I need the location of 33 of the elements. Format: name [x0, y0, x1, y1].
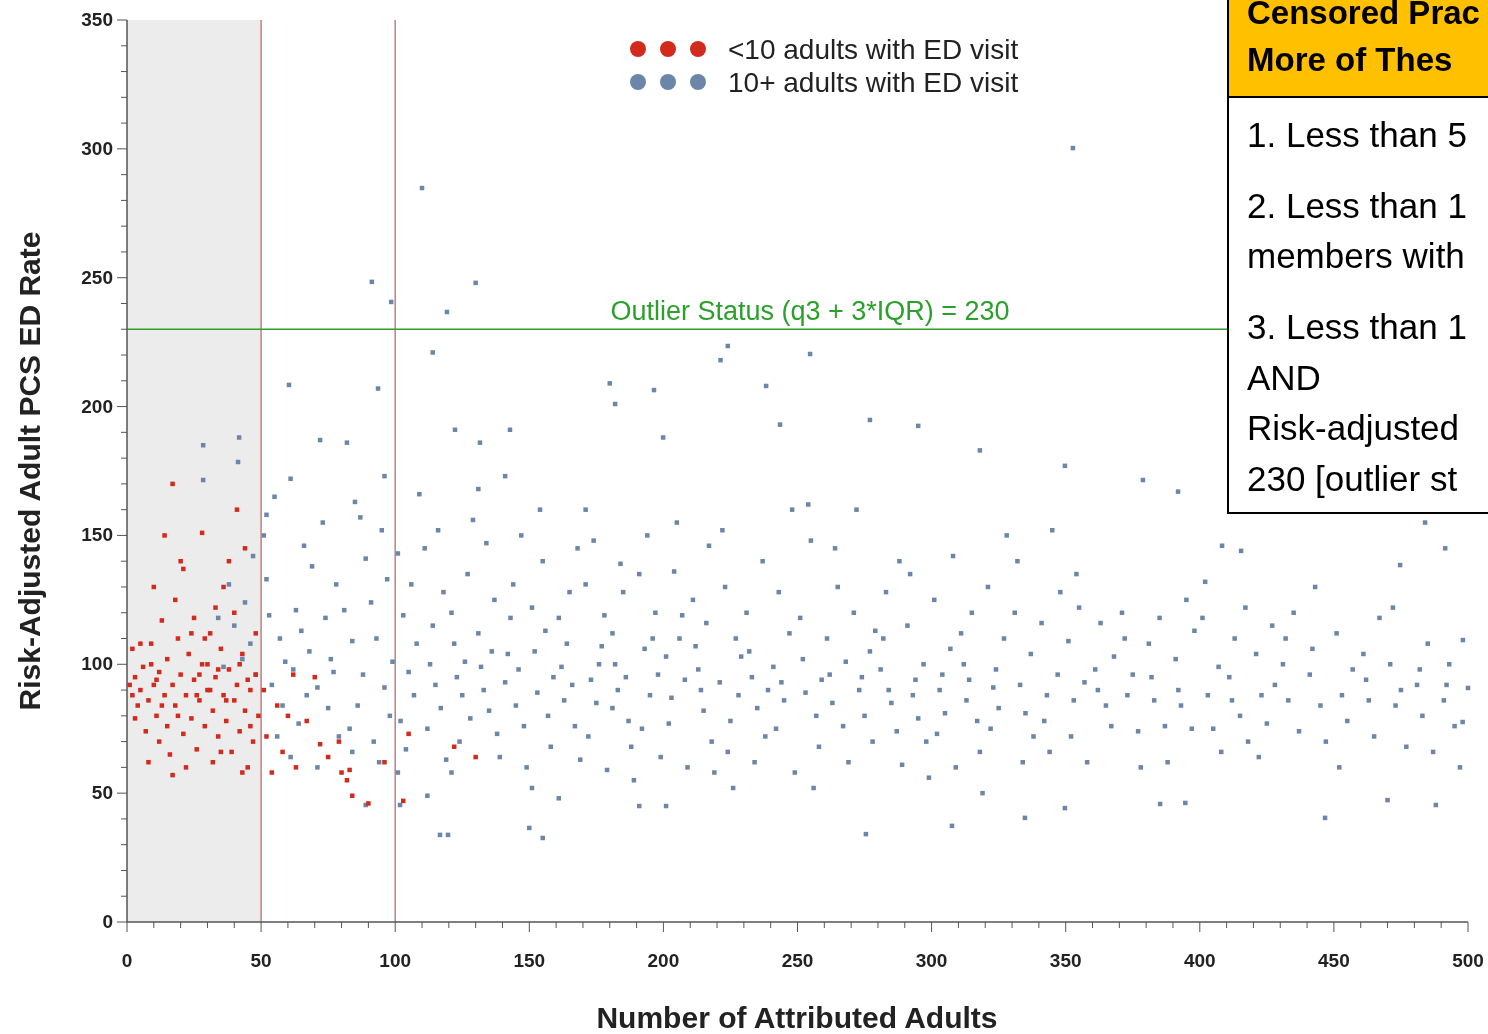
x-tick-label: 100 — [379, 950, 412, 971]
legend-label: 10+ adults with ED visit — [728, 67, 1019, 98]
x-tick-label: 300 — [915, 950, 948, 971]
x-tick-label: 200 — [647, 950, 680, 971]
annotation: 2. Less than 1 — [1247, 186, 1467, 225]
y-tick-label: 150 — [81, 524, 113, 546]
annotation: Risk-adjusted — [1247, 408, 1460, 447]
x-tick-label: 150 — [513, 950, 546, 971]
annotation: members with — [1247, 236, 1465, 275]
annotation: 3. Less than 1 — [1247, 307, 1467, 346]
x-tick-label: 500 — [1452, 950, 1484, 971]
ref-line-label: Outlier Status (q3 + 3*IQR) = 230 — [610, 296, 1010, 327]
annotation: AND — [1247, 358, 1321, 397]
y-tick-label: 0 — [102, 911, 113, 932]
annotation: 1. Less than 5 — [1247, 115, 1467, 154]
y-tick-label: 250 — [81, 266, 113, 288]
y-axis-title: Risk-Adjusted Adult PCS ED Rate — [13, 231, 46, 711]
x-tick-label: 450 — [1318, 950, 1350, 971]
x-tick-label: 250 — [781, 950, 814, 971]
legend-label: <10 adults with ED visit — [728, 34, 1019, 65]
annotation: More of Thes — [1247, 41, 1453, 78]
y-tick-label: 350 — [81, 9, 113, 30]
y-tick-label: 200 — [81, 395, 113, 417]
x-axis-title: Number of Attributed Adults — [596, 1001, 998, 1034]
annotation: 230 [outlier st — [1247, 459, 1458, 498]
x-tick-label: 0 — [121, 950, 133, 971]
x-tick-label: 350 — [1049, 950, 1082, 971]
y-tick-label: 100 — [81, 653, 113, 675]
x-tick-label: 50 — [250, 950, 272, 971]
y-tick-label: 50 — [91, 782, 113, 804]
y-tick-label: 300 — [81, 137, 113, 159]
annotation: Censored Prac — [1247, 0, 1480, 31]
x-tick-label: 400 — [1183, 950, 1216, 971]
